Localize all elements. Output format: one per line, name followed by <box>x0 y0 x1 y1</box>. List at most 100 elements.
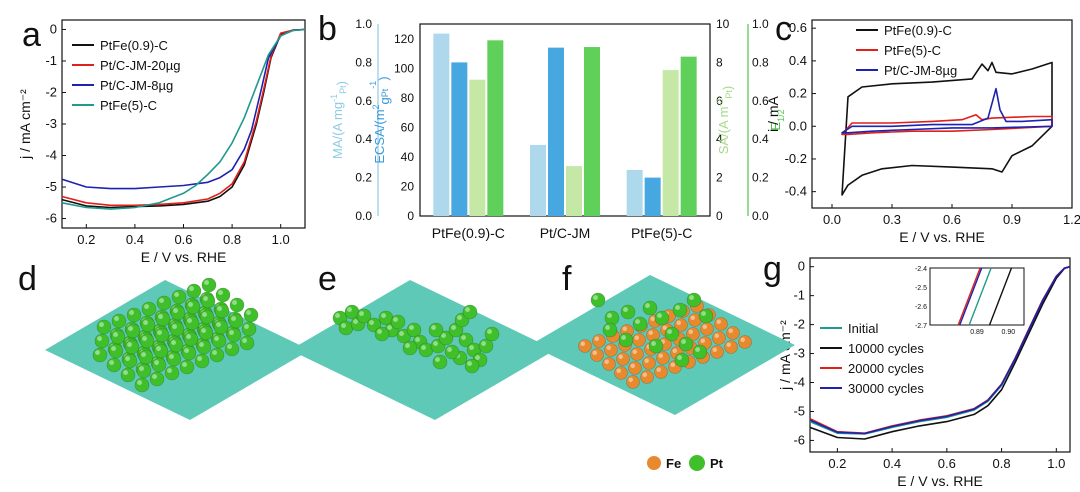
pt-atom <box>106 357 122 373</box>
pt-atom-highlight <box>447 347 452 352</box>
fe-atom <box>604 343 618 357</box>
pt-atom <box>201 277 217 293</box>
structure-d-illustration <box>45 277 310 420</box>
category-label: PtFe(5)-C <box>631 225 692 241</box>
pt-atom-highlight <box>188 302 193 307</box>
inset-y-tick-label: -2.7 <box>915 323 927 330</box>
pt-atom-highlight <box>341 323 346 328</box>
bar-ECSA-0 <box>451 62 468 217</box>
axis-tick-label-1: 40 <box>401 150 415 164</box>
axis-tick-label-1: 20 <box>401 179 415 193</box>
pt-atom-highlight <box>369 320 374 325</box>
pt-atom-highlight <box>465 307 470 312</box>
pt-atom-highlight <box>467 361 472 366</box>
pt-atom <box>156 295 172 311</box>
pt-atom-highlight <box>461 335 466 340</box>
pt-atom-highlight <box>137 380 142 385</box>
fe-atom-highlight <box>702 324 707 329</box>
pt-atom-highlight <box>95 350 101 355</box>
fe-atom <box>616 352 630 366</box>
pt-atom-highlight <box>157 330 162 335</box>
fe-atom <box>656 351 670 365</box>
pt-atom-highlight <box>186 334 191 339</box>
pt-atom <box>402 340 418 356</box>
pt-atom <box>642 300 658 316</box>
pt-atom-highlight <box>203 296 208 301</box>
category-label: Pt/C-JM <box>540 225 591 241</box>
pt-atom <box>215 287 231 303</box>
pt-atom-highlight <box>405 343 410 348</box>
pt-atom-highlight <box>689 295 694 300</box>
pt-atom-highlight <box>246 310 251 315</box>
axis-tick-label-0: 0.6 <box>355 94 372 108</box>
pt-atom-highlight <box>174 292 179 297</box>
pt-atom-highlight <box>487 329 492 334</box>
pt-atom-highlight <box>451 325 456 330</box>
y-tick-label: -1 <box>793 288 805 303</box>
fe-atom <box>628 361 642 375</box>
pt-atom-highlight <box>144 304 149 309</box>
pt-atom <box>620 304 636 320</box>
fe-atom-highlight <box>676 320 681 325</box>
pt-atom <box>632 316 648 332</box>
y-tick-label: -1 <box>45 53 57 68</box>
legend-label-1: PtFe(5)-C <box>884 43 941 58</box>
pt-atom-highlight <box>409 325 414 330</box>
fe-atom <box>724 340 738 354</box>
x-tick-label: 0.2 <box>828 456 846 471</box>
atom-legend: Fe Pt <box>647 455 724 471</box>
series-line-1 <box>809 265 1071 440</box>
pt-atom-highlight <box>381 313 386 318</box>
fe-atom <box>630 347 644 361</box>
legend-label-0: Initial <box>848 321 878 336</box>
series-line-1 <box>841 114 1053 136</box>
series-line-3 <box>809 265 1071 435</box>
x-tick-label: 1.0 <box>272 232 290 247</box>
pt-atom <box>458 332 474 348</box>
pt-atom-highlight <box>113 332 119 337</box>
inset-line-1 <box>959 267 983 326</box>
bar-MA-0 <box>433 33 450 216</box>
y-tick-label: -2 <box>793 317 805 332</box>
pt-atom-highlight <box>99 322 105 327</box>
pt-atom-highlight <box>141 352 146 357</box>
pt-atom-highlight <box>187 318 192 323</box>
pt-atom <box>692 344 708 360</box>
series-line-0 <box>841 61 1053 196</box>
axis-tick-label-2: 2 <box>716 171 723 185</box>
fe-atom-highlight <box>604 359 609 364</box>
axis-tick-label-3: 0.4 <box>752 132 769 146</box>
y-tick-label: -5 <box>793 403 805 418</box>
fe-atom <box>738 335 752 349</box>
fe-atom-highlight <box>628 377 633 382</box>
axis-tick-label-0: 0.0 <box>355 209 372 223</box>
pt-atom <box>153 343 169 359</box>
pt-atom <box>390 314 406 330</box>
fe-atom-highlight <box>648 330 653 335</box>
fe-atom <box>578 339 592 353</box>
panel-g-chart: 0.2 0.4 0.6 0.8 1.0 0 -1 -2 -3 -4 -5 -6 E / V vs. RH… <box>777 257 1071 489</box>
y-axis-label: j / mA cm⁻² <box>17 89 33 160</box>
pt-atom <box>196 339 212 355</box>
pt-atom-highlight <box>214 336 219 341</box>
pt-atom <box>674 352 690 368</box>
pt-atom <box>184 315 200 331</box>
pt-atom <box>478 338 494 354</box>
fe-atom-highlight <box>690 315 695 320</box>
fe-atom <box>674 318 688 332</box>
pt-atom-highlight <box>173 308 178 313</box>
fe-atom-highlight <box>618 354 623 359</box>
y-tick-label: -0.4 <box>785 184 807 199</box>
x-tick-label: 0.9 <box>1003 212 1021 227</box>
inset-line-2 <box>968 267 992 326</box>
panel-letter-c: c <box>775 10 792 48</box>
y-tick-label: 0 <box>50 21 57 36</box>
panel-letter-f: f <box>562 260 572 298</box>
pt-atom <box>140 317 156 333</box>
panel-letter-b: b <box>318 10 337 48</box>
pt-atom <box>618 332 634 348</box>
pt-atom <box>366 317 382 333</box>
pt-atom-highlight <box>202 312 207 317</box>
axis-title-2: SA/(A m-2Pt) <box>715 86 735 155</box>
fe-atom-highlight <box>622 326 627 331</box>
